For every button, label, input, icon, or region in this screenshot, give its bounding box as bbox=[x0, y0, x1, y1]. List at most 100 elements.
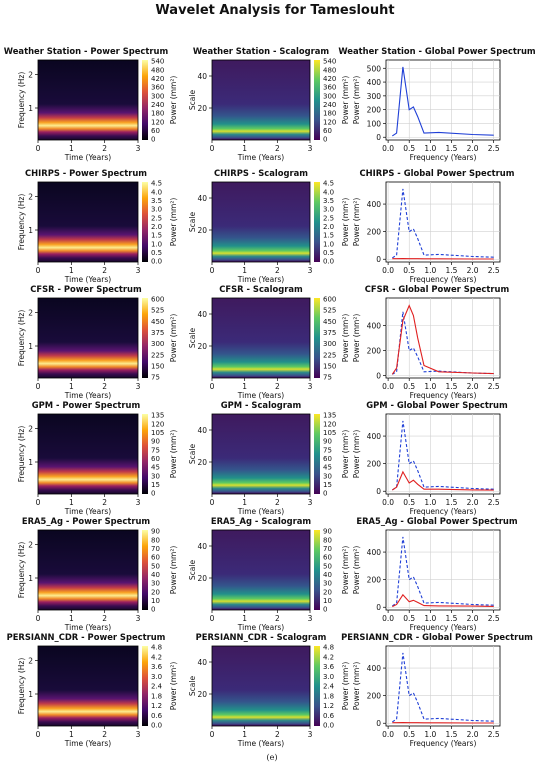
power-spectrum-title: CHIRPS - Power Spectrum bbox=[25, 168, 147, 178]
x-tick-label: 0.5 bbox=[403, 382, 415, 391]
colorbar-tick-label: 80 bbox=[323, 536, 332, 544]
colorbar-tick-label: 30 bbox=[151, 472, 160, 480]
colorbar-tick-label: 3.0 bbox=[323, 673, 334, 681]
colorbar-tick-label: 75 bbox=[323, 374, 332, 382]
colorbar-tick-label: 70 bbox=[151, 545, 160, 553]
y-axis-label: Power (mm²) bbox=[352, 314, 361, 363]
colorbar-tick-label: 0 bbox=[323, 490, 327, 498]
x-tick-label: 1.5 bbox=[445, 614, 457, 623]
x-tick-label: 2 bbox=[102, 144, 107, 153]
x-tick-label: 2 bbox=[275, 730, 280, 739]
colorbar-tick-label: 450 bbox=[323, 318, 336, 326]
x-axis-label: Frequency (Years) bbox=[410, 739, 477, 748]
y-tick-label: 2 bbox=[28, 308, 33, 317]
y-tick-label: 1 bbox=[28, 458, 33, 467]
series-line-gpm bbox=[391, 470, 494, 491]
x-tick-label: 1 bbox=[242, 144, 247, 153]
x-axis-label: Time (Years) bbox=[237, 275, 284, 284]
x-tick-label: 3 bbox=[308, 382, 313, 391]
y-tick-label: 20 bbox=[197, 342, 207, 351]
colorbar-inferno bbox=[142, 530, 148, 610]
global-power-title: CFSR - Global Power Spectrum bbox=[365, 284, 510, 294]
x-tick-label: 2 bbox=[102, 266, 107, 275]
scalogram-panel: CFSR - Scalogram 0 1 2 3 Time (Years) 20 40Scal… bbox=[188, 284, 350, 400]
global-power-frame bbox=[385, 645, 501, 727]
colorbar-label: Power (mm²) bbox=[341, 314, 350, 363]
colorbar-tick-label: 225 bbox=[151, 351, 164, 359]
colorbar-tick-label: 0 bbox=[323, 136, 327, 144]
y-tick-label: 1 bbox=[28, 342, 33, 351]
x-tick-label: 2.5 bbox=[488, 614, 500, 623]
colorbar-inferno bbox=[142, 182, 148, 262]
colorbar-viridis bbox=[314, 298, 320, 378]
y-tick-label: 400 bbox=[367, 200, 382, 209]
y-axis-label: Scale bbox=[188, 560, 197, 581]
y-tick-label: 1 bbox=[28, 574, 33, 583]
x-tick-label: 1.0 bbox=[424, 266, 436, 275]
colorbar-tick-label: 30 bbox=[323, 472, 332, 480]
y-tick-label: 500 bbox=[367, 64, 382, 73]
y-tick-label: 200 bbox=[367, 106, 382, 115]
x-tick-label: 1.0 bbox=[424, 382, 436, 391]
series-line-weather-station-reference bbox=[391, 536, 494, 607]
colorbar-tick-label: 300 bbox=[151, 340, 164, 348]
power-spectrum-frame bbox=[37, 529, 139, 611]
colorbar-tick-label: 80 bbox=[151, 536, 160, 544]
global-power-frame bbox=[385, 59, 501, 141]
y-tick-label: 40 bbox=[197, 426, 207, 435]
colorbar-tick-label: 2.0 bbox=[323, 223, 334, 231]
x-axis-label: Time (Years) bbox=[237, 153, 284, 162]
row-persiann-cdr: PERSIANN_CDR - Power Spectrum 0 1 2 3 Time (Y… bbox=[7, 632, 534, 748]
colorbar-viridis bbox=[314, 414, 320, 494]
y-tick-label: 2 bbox=[28, 540, 33, 549]
x-tick-label: 0.5 bbox=[403, 266, 415, 275]
power-spectrum-frame bbox=[37, 181, 139, 263]
colorbar-tick-label: 3.0 bbox=[323, 206, 334, 214]
colorbar-tick-label: 4.2 bbox=[323, 653, 334, 661]
colorbar-tick-label: 2.4 bbox=[323, 683, 335, 691]
scalogram-heatmap bbox=[212, 414, 310, 494]
power-spectrum-heatmap bbox=[38, 182, 138, 262]
colorbar-inferno bbox=[142, 414, 148, 494]
colorbar-tick-label: 0.0 bbox=[323, 258, 334, 266]
colorbar-tick-label: 480 bbox=[151, 66, 164, 74]
colorbar-tick-label: 120 bbox=[151, 118, 164, 126]
y-tick-label: 20 bbox=[197, 458, 207, 467]
colorbar-tick-label: 4.8 bbox=[151, 644, 162, 652]
x-axis-label: Time (Years) bbox=[64, 275, 111, 284]
x-tick-label: 3 bbox=[136, 266, 141, 275]
x-tick-label: 0.0 bbox=[382, 498, 394, 507]
x-tick-label: 2.0 bbox=[467, 382, 479, 391]
colorbar-tick-label: 420 bbox=[323, 75, 336, 83]
colorbar-tick-label: 1.8 bbox=[323, 692, 334, 700]
colorbar-tick-label: 300 bbox=[323, 92, 336, 100]
colorbar-tick-label: 120 bbox=[323, 420, 336, 428]
colorbar-tick-label: 0.6 bbox=[323, 712, 335, 720]
y-tick-label: 40 bbox=[197, 658, 207, 667]
colorbar-tick-label: 1.0 bbox=[323, 240, 334, 248]
colorbar-tick-label: 135 bbox=[151, 412, 164, 420]
x-tick-label: 2 bbox=[102, 730, 107, 739]
x-tick-label: 0.0 bbox=[382, 144, 394, 153]
y-axis-label: Frequency (Hz) bbox=[17, 194, 26, 251]
x-tick-label: 3 bbox=[136, 730, 141, 739]
x-tick-label: 0.0 bbox=[382, 730, 394, 739]
colorbar-inferno bbox=[142, 646, 148, 726]
colorbar-tick-label: 90 bbox=[151, 438, 160, 446]
global-power-title: Weather Station - Global Power Spectrum bbox=[338, 46, 536, 56]
y-tick-label: 40 bbox=[197, 72, 207, 81]
scalogram-frame bbox=[211, 297, 311, 379]
colorbar-tick-label: 525 bbox=[323, 307, 336, 315]
y-tick-label: 1 bbox=[28, 104, 33, 113]
y-tick-label: 20 bbox=[197, 574, 207, 583]
x-tick-label: 1 bbox=[69, 614, 74, 623]
colorbar-tick-label: 1.8 bbox=[151, 692, 162, 700]
x-tick-label: 0 bbox=[210, 382, 215, 391]
x-tick-label: 1.5 bbox=[445, 144, 457, 153]
y-axis-label: Scale bbox=[188, 444, 197, 465]
power-spectrum-heatmap bbox=[38, 530, 138, 610]
x-axis-label: Frequency (Years) bbox=[410, 275, 477, 284]
